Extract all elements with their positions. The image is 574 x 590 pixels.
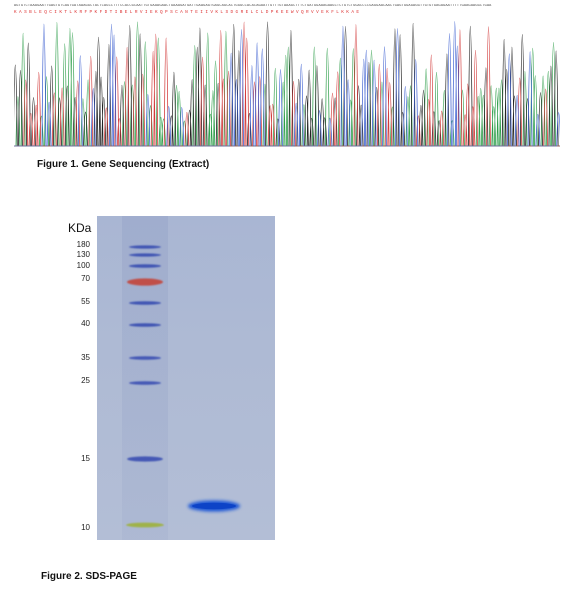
ladder-band-15 — [127, 456, 163, 462]
figure1-caption: Figure 1. Gene Sequencing (Extract) — [37, 159, 210, 170]
ladder-band-70 — [127, 278, 163, 286]
sequencing-chromatogram: AGTGTCTAAAGAATTGAGTGTCAGTGATAAAGGCTACTCA… — [14, 4, 560, 154]
marker-label-70: 70 — [81, 274, 90, 283]
ladder-band-180 — [129, 245, 161, 249]
marker-label-40: 40 — [81, 319, 90, 328]
marker-label-10: 10 — [81, 523, 90, 532]
amino-acid-sequence: KASBLEQCIKTLKRFPKFDTIBELRVIEKQPSCANTEIIV… — [14, 10, 362, 15]
sample-band-core — [192, 502, 236, 510]
ladder-band-100 — [129, 264, 161, 268]
trace-channel-0 — [14, 21, 560, 147]
sds-page-gel — [97, 216, 275, 540]
trace-channel-3 — [14, 21, 560, 147]
marker-label-180: 180 — [76, 240, 90, 249]
marker-label-100: 100 — [76, 261, 90, 270]
ladder-band-25 — [129, 381, 161, 385]
gel-bands — [122, 216, 240, 540]
ladder-band-55 — [129, 301, 161, 305]
figure2-caption: Figure 2. SDS-PAGE — [41, 571, 137, 582]
marker-label-25: 25 — [81, 376, 90, 385]
marker-label-55: 55 — [81, 297, 90, 306]
ladder-band-130 — [129, 253, 161, 257]
marker-label-35: 35 — [81, 353, 90, 362]
ladder-band-10 — [126, 522, 164, 528]
marker-label-130: 130 — [76, 250, 90, 259]
kda-axis-title: KDa — [68, 221, 92, 235]
ladder-lane — [122, 216, 168, 540]
trace-channel-1 — [14, 21, 560, 147]
ladder-band-40 — [129, 323, 161, 327]
nucleotide-sequence: AGTGTCTAAAGAATTGAGTGTCAGTGATAAAGGCTACTCA… — [14, 4, 492, 8]
marker-label-15: 15 — [81, 454, 90, 463]
chromatogram-trace — [14, 21, 560, 147]
ladder-band-35 — [129, 356, 161, 360]
